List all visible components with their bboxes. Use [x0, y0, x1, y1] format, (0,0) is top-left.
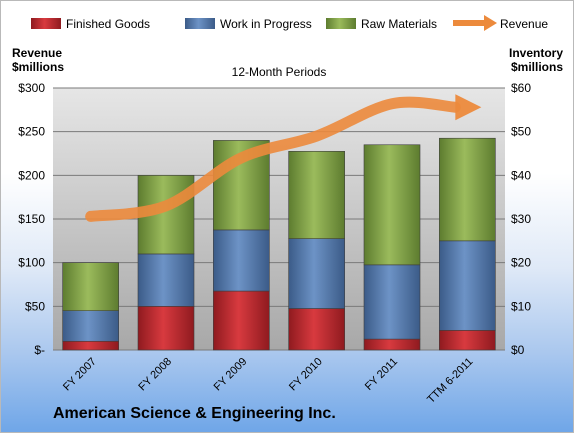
legend-swatch-raw-materials: [326, 18, 356, 29]
bar-raw-materials: [363, 144, 421, 266]
x-tick-label: FY 2008: [136, 356, 174, 394]
legend-label-finished-goods: Finished Goods: [66, 17, 150, 31]
legend: Finished Goods Work in Progress Raw Mate…: [31, 15, 548, 31]
left-tick-label: $250: [18, 125, 45, 139]
left-tick-label: $-: [34, 343, 45, 357]
right-tick-label: $60: [511, 81, 531, 95]
legend-arrow-icon: [484, 15, 497, 31]
legend-swatch-work-in-progress: [185, 18, 215, 29]
legend-label-revenue: Revenue: [500, 17, 548, 31]
x-tick-label: TTM 6-2011: [425, 356, 475, 406]
legend-swatch-finished-goods: [31, 18, 61, 29]
left-axis-ticks: $- $50 $100 $150 $200 $250 $300: [18, 81, 45, 357]
bar-finished-goods: [288, 308, 345, 351]
chart-subtitle: 12-Month Periods: [232, 65, 327, 79]
right-axis-title-line1: Inventory: [509, 46, 563, 60]
bar-finished-goods: [62, 340, 119, 351]
bar-work-in-progress: [213, 229, 270, 292]
bar-work-in-progress: [363, 264, 421, 340]
legend-label-raw-materials: Raw Materials: [361, 17, 437, 31]
right-axis-ticks: $0 $10 $20 $30 $40 $50 $60: [511, 81, 531, 357]
left-tick-label: $300: [18, 81, 45, 95]
x-tick-label: FY 2007: [61, 356, 99, 394]
x-tick-label: FY 2010: [287, 356, 325, 394]
revenue-line: [85, 96, 461, 222]
bar-finished-goods: [213, 290, 270, 351]
revenue-line-series: [85, 94, 482, 222]
bar-raw-materials: [288, 151, 345, 239]
bar-finished-goods: [363, 338, 421, 351]
company-name: American Science & Engineering Inc.: [53, 405, 336, 422]
x-tick-label: FY 2011: [363, 356, 400, 393]
bar-work-in-progress: [62, 310, 119, 342]
gridlines: [53, 87, 505, 351]
left-tick-label: $100: [18, 256, 45, 270]
right-tick-label: $50: [511, 125, 531, 139]
left-tick-label: $50: [25, 299, 45, 313]
bar-raw-materials: [62, 262, 119, 311]
left-tick-label: $200: [18, 168, 45, 182]
right-axis-title-line2: $millions: [511, 60, 563, 74]
left-axis-title-line2: $millions: [12, 60, 64, 74]
x-axis-ticks: FY 2007 FY 2008 FY 2009 FY 2010 FY 2011 TTM 6…: [61, 356, 475, 406]
bar-work-in-progress: [137, 253, 195, 307]
right-tick-label: $40: [511, 168, 531, 182]
right-tick-label: $10: [511, 299, 531, 313]
bar-work-in-progress: [439, 240, 496, 331]
right-tick-label: $0: [511, 343, 525, 357]
right-tick-label: $20: [511, 256, 531, 270]
left-tick-label: $150: [18, 212, 45, 226]
bar-finished-goods: [439, 330, 496, 351]
bar-work-in-progress: [288, 238, 345, 309]
left-axis-title-line1: Revenue: [12, 46, 62, 60]
right-tick-label: $30: [511, 212, 531, 226]
revenue-arrowhead: [455, 94, 482, 121]
bar-finished-goods: [137, 306, 195, 351]
legend-label-work-in-progress: Work in Progress: [220, 17, 312, 31]
x-tick-label: FY 2009: [212, 356, 250, 394]
bar-raw-materials: [439, 137, 496, 242]
